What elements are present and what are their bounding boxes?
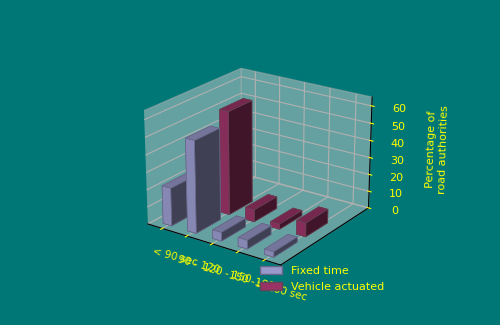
Legend: Fixed time, Vehicle actuated: Fixed time, Vehicle actuated: [255, 262, 388, 296]
